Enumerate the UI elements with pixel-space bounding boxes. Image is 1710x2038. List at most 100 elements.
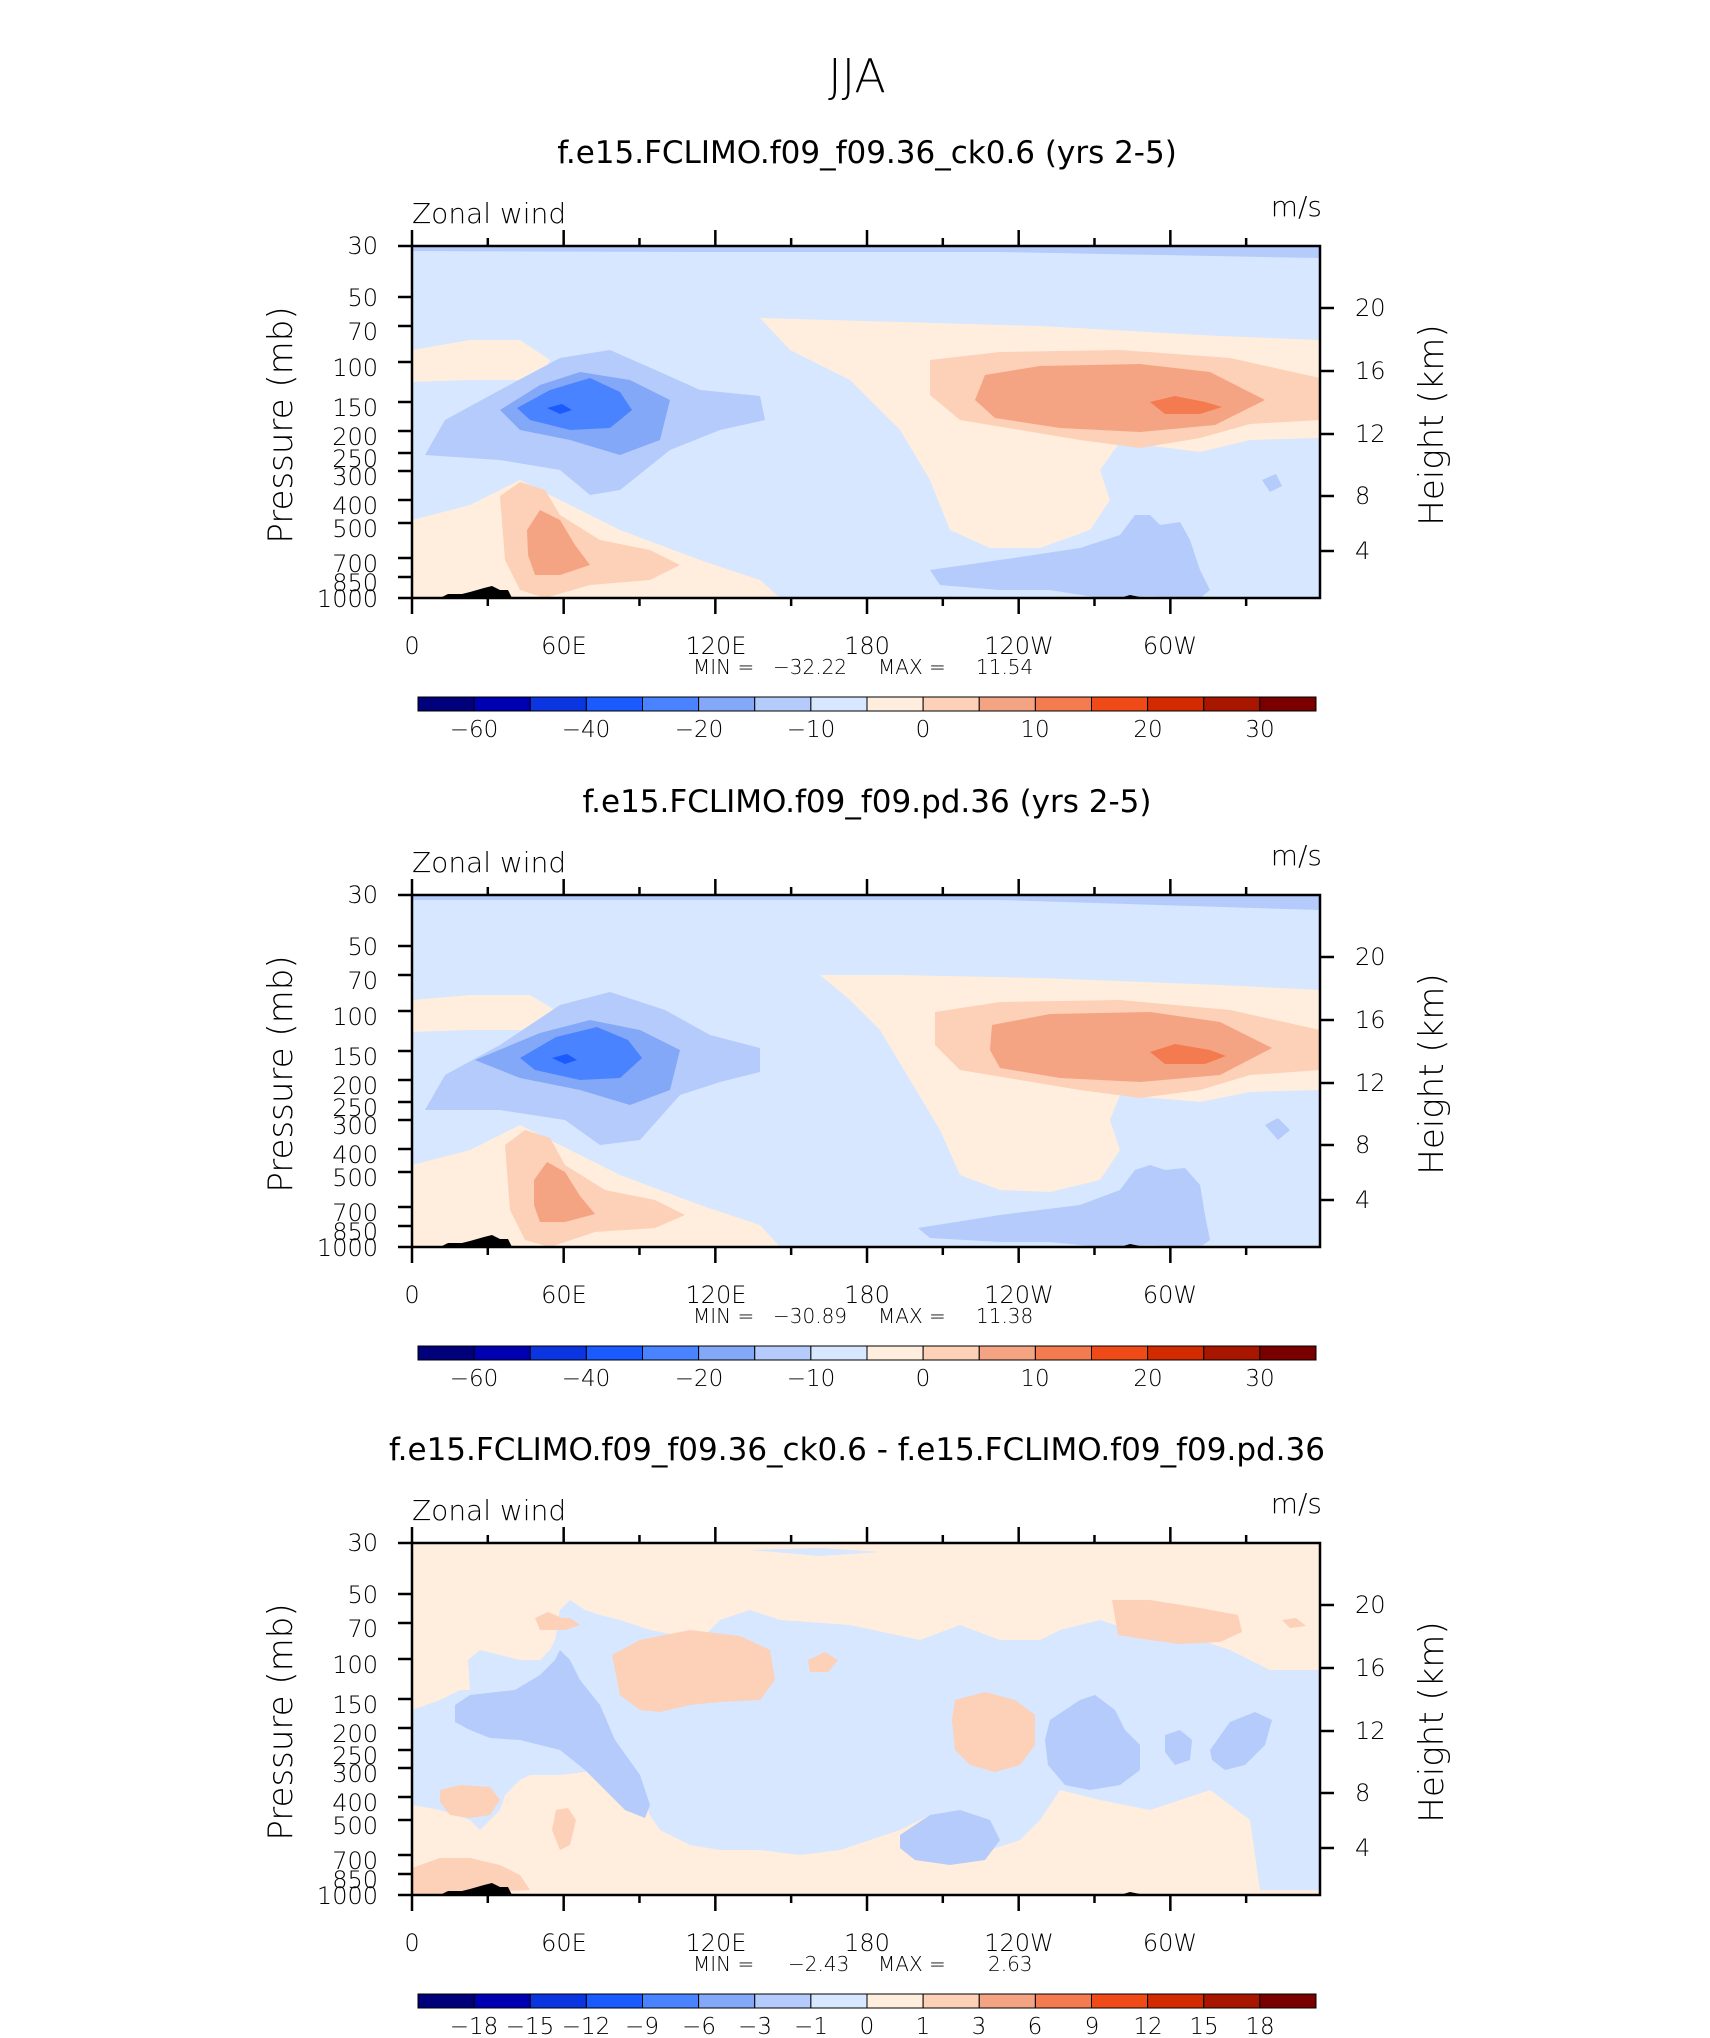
ytick-label: 500 xyxy=(332,1812,378,1840)
colorbar-swatch xyxy=(698,1345,756,1361)
colorbar-swatch xyxy=(642,1345,700,1361)
x-axis-ticks: 0 60E 120E 180 120W 60W xyxy=(404,1281,1197,1309)
ytick-label: 850 xyxy=(332,569,378,597)
colorbar-swatch xyxy=(473,696,531,712)
ytick-right-label: 4 xyxy=(1355,537,1370,565)
xtick-label: 180 xyxy=(844,632,890,660)
colorbar-label: 6 xyxy=(1028,2014,1043,2038)
ytick-label: 300 xyxy=(332,463,378,491)
contour-neg xyxy=(1262,474,1282,492)
contour-pos xyxy=(412,340,550,382)
contour-neg xyxy=(1210,1712,1272,1770)
colorbar-label: −40 xyxy=(562,1366,611,1392)
xtick-label: 60E xyxy=(541,632,587,660)
xtick-label: 0 xyxy=(404,1929,419,1957)
colorbar-label: −3 xyxy=(738,2014,772,2038)
contour-pos xyxy=(412,1858,530,1895)
y-axis-label-right: Height (km) xyxy=(1412,973,1452,1174)
colorbar-swatch xyxy=(642,696,700,712)
colorbar-swatch xyxy=(529,1993,587,2009)
colorbar xyxy=(417,1993,1317,2009)
xtick-label: 60W xyxy=(1143,1281,1197,1309)
colorbar-swatch xyxy=(417,1993,475,2009)
xtick-label: 60E xyxy=(541,1281,587,1309)
colorbar-swatch xyxy=(866,696,924,712)
max-label: MAX = xyxy=(878,655,946,679)
colorbar-swatch xyxy=(642,1993,700,2009)
colorbar-label: 30 xyxy=(1245,717,1274,743)
colorbar-label: −20 xyxy=(675,1366,724,1392)
ytick-label: 500 xyxy=(332,1164,378,1192)
contour-pos xyxy=(412,995,555,1032)
colorbar-swatch xyxy=(1147,696,1205,712)
colorbar-label: −60 xyxy=(450,717,499,743)
ytick-label: 250 xyxy=(332,1094,378,1122)
colorbar-label: −40 xyxy=(562,717,611,743)
xtick-label: 0 xyxy=(404,1281,419,1309)
ytick-right-label: 20 xyxy=(1355,1591,1386,1619)
xtick-label: 120E xyxy=(686,1281,747,1309)
xtick-label: 120E xyxy=(686,632,747,660)
ytick-label: 150 xyxy=(332,1691,378,1719)
colorbar-label: −20 xyxy=(675,717,724,743)
contour-pos xyxy=(1150,1044,1226,1064)
xtick-label: 180 xyxy=(844,1281,890,1309)
ytick-label: 30 xyxy=(347,232,378,260)
colorbar-swatch xyxy=(698,696,756,712)
colorbar-swatch xyxy=(585,696,643,712)
ytick-right-label: 8 xyxy=(1355,1779,1370,1807)
colorbar-labels: −60 −40 −20 −10 0 10 20 30 xyxy=(450,1366,1275,1392)
colorbar-swatch xyxy=(1203,696,1261,712)
contour-shade xyxy=(412,895,1320,910)
y-axis-label-right: Height (km) xyxy=(1412,324,1452,525)
xtick-label: 120W xyxy=(984,1281,1054,1309)
ytick-label: 300 xyxy=(332,1112,378,1140)
ytick-label: 250 xyxy=(332,1742,378,1770)
colorbar-swatch xyxy=(417,1345,475,1361)
contour-neg xyxy=(547,404,572,414)
ytick-label: 400 xyxy=(332,1141,378,1169)
contour-neg xyxy=(552,1054,577,1064)
colorbar-label: 15 xyxy=(1189,2014,1218,2038)
colorbar-swatch xyxy=(1203,1345,1261,1361)
colorbar-swatch xyxy=(866,1993,924,2009)
xtick-label: 120W xyxy=(984,632,1054,660)
colorbar-swatch xyxy=(978,1345,1036,1361)
colorbar-swatch xyxy=(473,1345,531,1361)
colorbar xyxy=(417,696,1317,712)
colorbar-swatch xyxy=(1147,1345,1205,1361)
xtick-label: 60W xyxy=(1143,1929,1197,1957)
contour-field xyxy=(412,246,1320,598)
colorbar-label: 18 xyxy=(1245,2014,1274,2038)
colorbar-label: 0 xyxy=(860,2014,875,2038)
colorbar-label: −15 xyxy=(506,2014,555,2038)
xtick-label: 60W xyxy=(1143,632,1197,660)
ytick-right-label: 4 xyxy=(1355,1186,1370,1214)
contour-pos xyxy=(1282,1618,1306,1628)
x-axis-ticks: 0 60E 120E 180 120W 60W xyxy=(404,632,1197,660)
colorbar-swatch xyxy=(1091,1993,1149,2009)
y-axis-right-ticks: 20 16 12 8 4 xyxy=(1355,943,1386,1214)
colorbar-swatch xyxy=(1091,696,1149,712)
xtick-label: 120W xyxy=(984,1929,1054,1957)
ytick-label: 150 xyxy=(332,394,378,422)
colorbar-label: −12 xyxy=(562,2014,611,2038)
ytick-label: 30 xyxy=(347,881,378,909)
ytick-label: 100 xyxy=(332,354,378,382)
colorbar-swatch xyxy=(754,696,812,712)
contour-neg xyxy=(900,1810,1000,1865)
colorbar-label: 12 xyxy=(1133,2014,1162,2038)
colorbar-swatch xyxy=(529,1345,587,1361)
ytick-label: 850 xyxy=(332,1866,378,1894)
ytick-label: 1000 xyxy=(317,1234,378,1262)
colorbar-labels: −18 −15 −12 −9 −6 −3 −1 0 1 3 6 9 12 15 … xyxy=(450,2014,1275,2038)
contour-pos xyxy=(534,1162,595,1222)
max-value: 11.54 xyxy=(976,655,1033,679)
ytick-label: 70 xyxy=(347,1615,378,1643)
y-axis-left-ticks: 30 50 70 100 150 200 250 300 400 500 700… xyxy=(317,232,378,613)
contour-neg xyxy=(520,1027,642,1080)
ytick-label: 200 xyxy=(332,1720,378,1748)
ytick-label: 250 xyxy=(332,445,378,473)
contour-pos xyxy=(440,1785,500,1818)
colorbar-swatch xyxy=(1259,1993,1317,2009)
